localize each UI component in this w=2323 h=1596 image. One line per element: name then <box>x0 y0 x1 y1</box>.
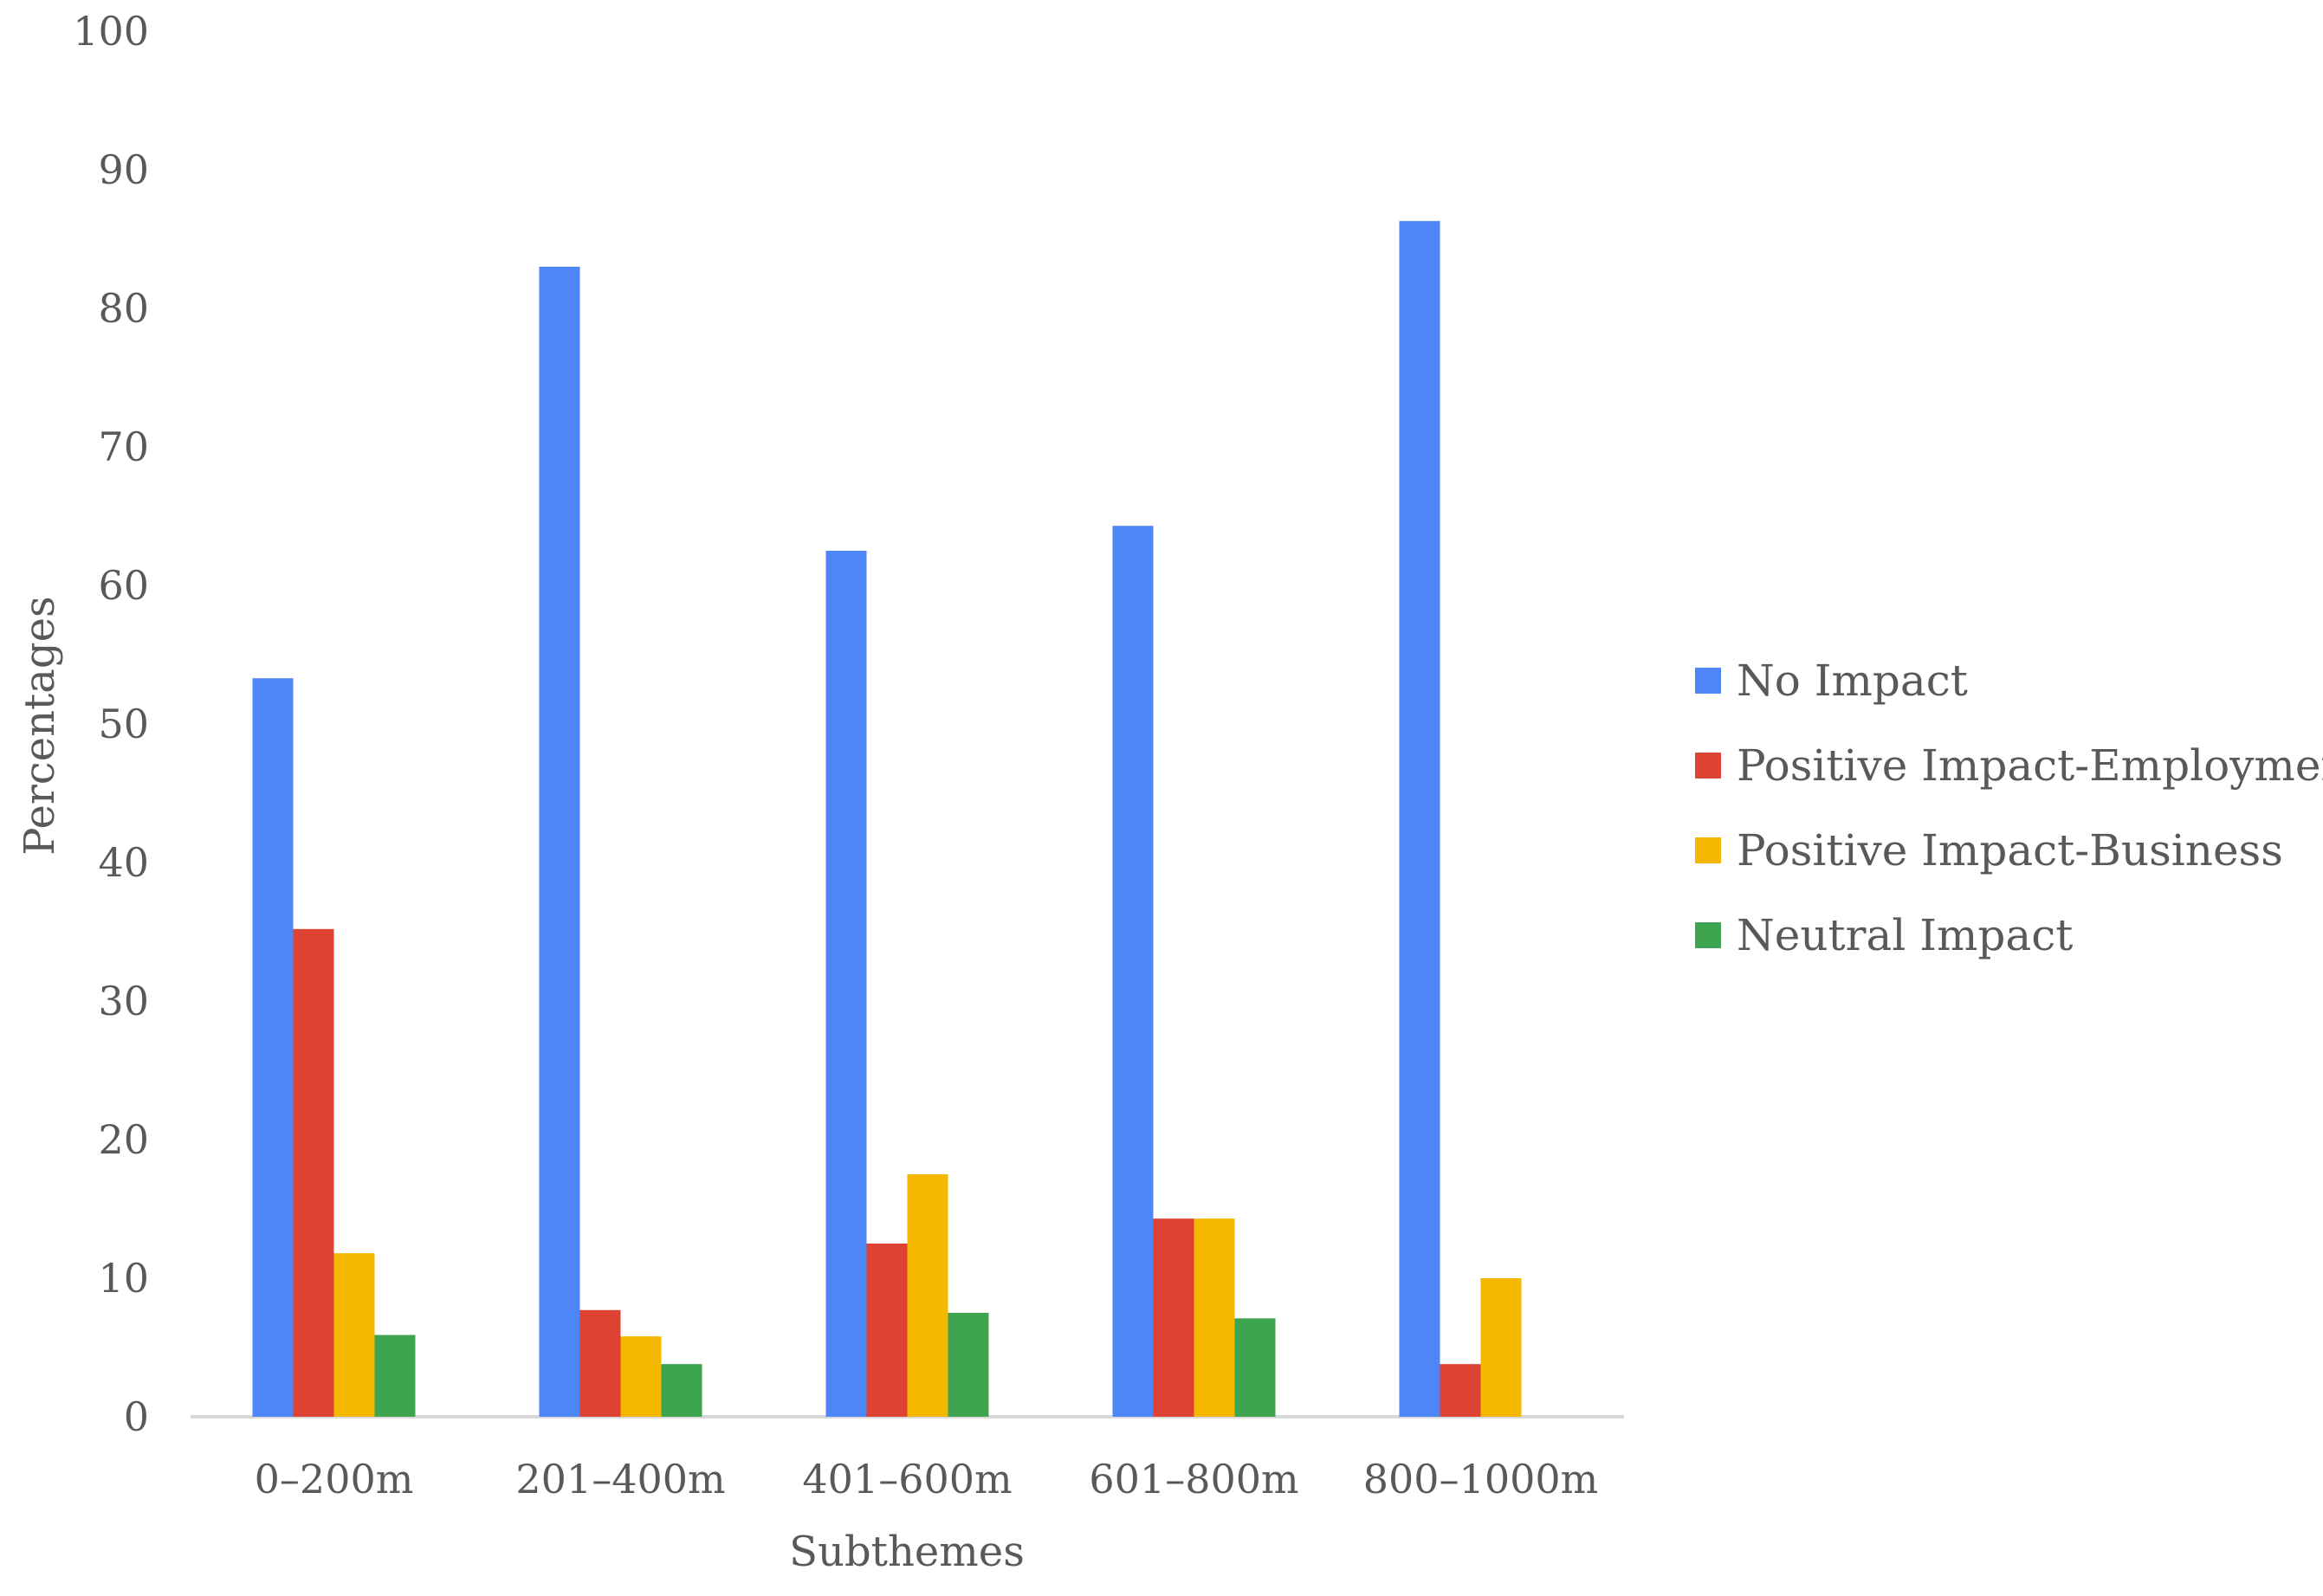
y-axis-title: Percentages <box>16 596 64 855</box>
y-tick-label: 0 <box>124 1393 149 1440</box>
bar-no-impact-4 <box>1399 221 1440 1418</box>
bar-neutral-impact-3 <box>1234 1318 1276 1417</box>
legend-swatch <box>1695 837 1721 863</box>
bar-positive-impact-business-1 <box>620 1336 662 1417</box>
bar-neutral-impact-1 <box>661 1364 702 1417</box>
legend-label: Positive Impact-Business <box>1737 825 2283 876</box>
bar-positive-impact-employment-3 <box>1153 1218 1194 1417</box>
legend-label: Positive Impact-Employment <box>1737 740 2323 791</box>
legend-label: Neutral Impact <box>1737 910 2073 960</box>
bar-positive-impact-employment-4 <box>1440 1364 1481 1417</box>
x-axis-ticks: 0–200m 201–400m 401–600m 601–800m 800–1000m <box>255 1456 1599 1502</box>
y-tick-label: 50 <box>98 701 149 747</box>
bar-positive-impact-employment-0 <box>293 928 334 1417</box>
bar-no-impact-3 <box>1112 526 1154 1418</box>
y-tick-label: 80 <box>98 285 149 332</box>
x-axis-title: Subthemes <box>789 1528 1025 1576</box>
y-tick-label: 60 <box>98 562 149 609</box>
bar-neutral-impact-0 <box>374 1334 416 1417</box>
x-tick-label: 601–800m <box>1089 1456 1298 1502</box>
legend-swatch <box>1695 668 1721 694</box>
bar-no-impact-2 <box>825 551 867 1417</box>
y-tick-label: 40 <box>98 839 149 886</box>
bar-positive-impact-business-2 <box>907 1174 948 1417</box>
y-tick-label: 30 <box>98 978 149 1024</box>
x-tick-label: 201–400m <box>515 1456 725 1502</box>
x-tick-label: 401–600m <box>802 1456 1012 1502</box>
x-tick-label: 800–1000m <box>1363 1456 1599 1502</box>
y-tick-label: 10 <box>98 1255 149 1302</box>
bar-no-impact-0 <box>252 678 294 1417</box>
bar-positive-impact-employment-1 <box>579 1309 621 1417</box>
bar-positive-impact-business-3 <box>1194 1218 1235 1417</box>
legend-swatch <box>1695 753 1721 779</box>
bars <box>252 221 1522 1418</box>
bar-positive-impact-employment-2 <box>866 1244 908 1417</box>
legend-label: No Impact <box>1737 656 1968 706</box>
bar-positive-impact-business-4 <box>1480 1278 1522 1417</box>
bar-neutral-impact-2 <box>948 1313 989 1417</box>
y-tick-label: 20 <box>98 1116 149 1163</box>
bar-no-impact-1 <box>539 267 580 1417</box>
legend-swatch <box>1695 922 1721 948</box>
legend: No Impact Positive Impact-Employment Posit… <box>1695 656 2323 960</box>
y-tick-label: 90 <box>98 146 149 193</box>
y-axis-ticks: 0 10 20 30 40 50 60 70 80 90 100 <box>73 8 149 1440</box>
y-tick-label: 70 <box>98 423 149 470</box>
y-tick-label: 100 <box>73 8 149 55</box>
x-tick-label: 0–200m <box>255 1456 414 1502</box>
bar-positive-impact-business-0 <box>333 1253 375 1417</box>
